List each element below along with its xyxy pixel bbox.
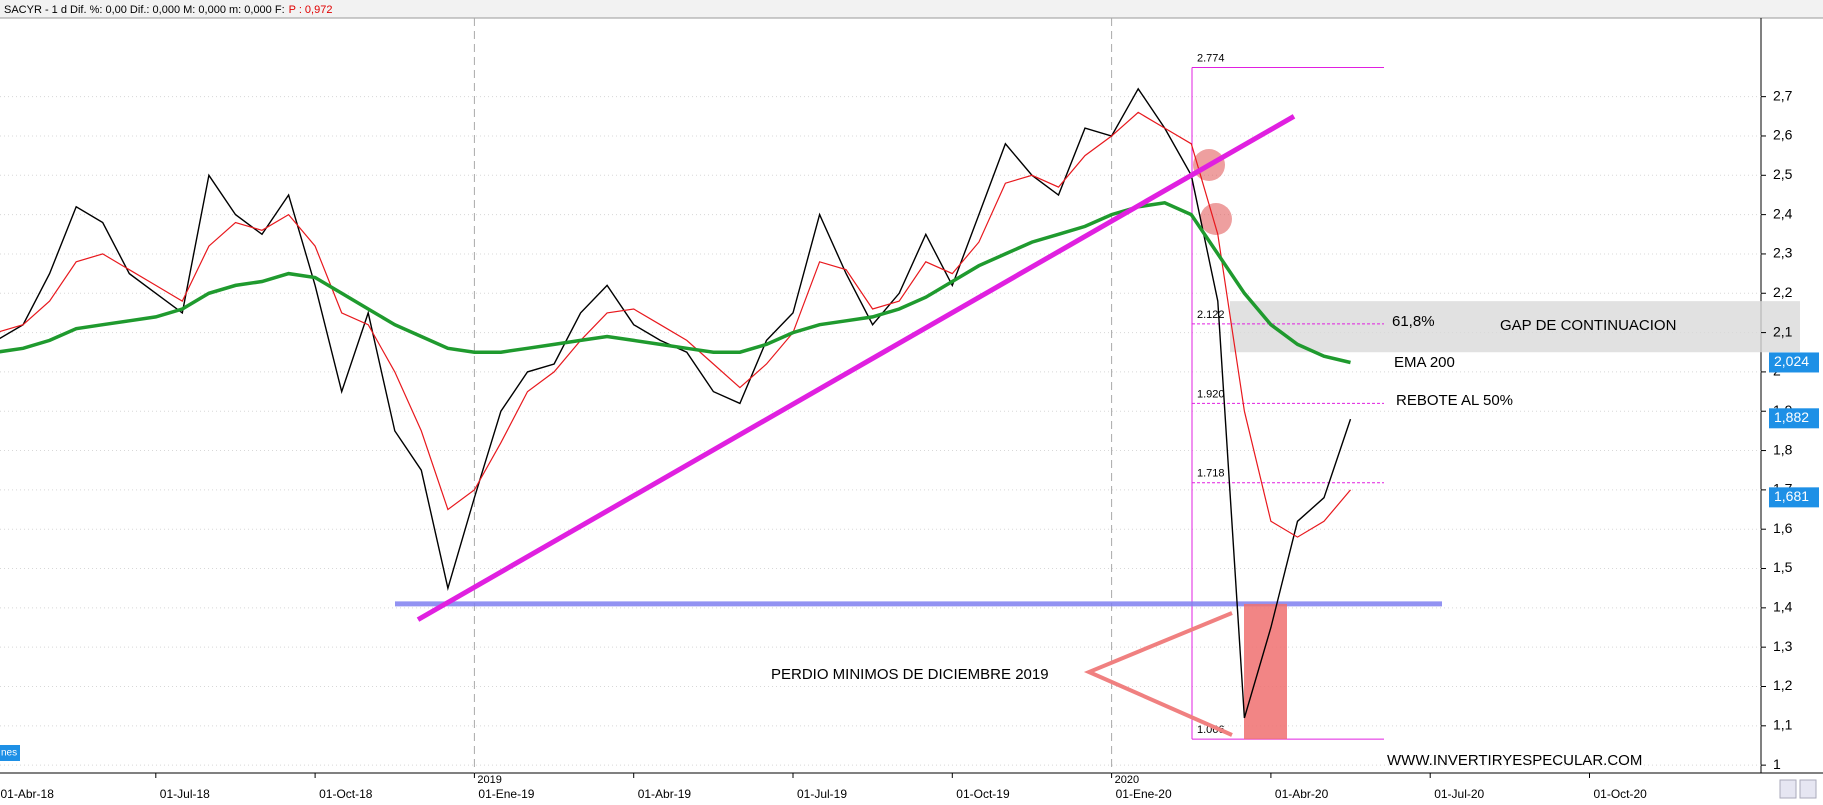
year-label: 2019: [477, 774, 501, 786]
y-tick-label: 2,6: [1773, 127, 1793, 143]
annotation: REBOTE AL 50%: [1396, 392, 1513, 409]
crash-zone: [1244, 603, 1287, 740]
price-badge-label: 1,681: [1774, 488, 1809, 504]
y-tick-label: 1,6: [1773, 520, 1793, 536]
header-text: SACYR - 1 d Dif. %: 0,00 Dif.: 0,000 M: …: [4, 4, 285, 16]
y-tick-label: 2,3: [1773, 245, 1793, 261]
y-tick-label: 2,7: [1773, 87, 1793, 103]
x-tick-label: 01-Abr-20: [1275, 787, 1329, 801]
y-tick-label: 1,5: [1773, 559, 1793, 575]
highlight: [1200, 203, 1232, 235]
y-tick-label: 1: [1773, 756, 1781, 772]
y-tick-label: 1,2: [1773, 677, 1793, 693]
y-tick-label: 2,1: [1773, 323, 1793, 339]
y-tick-label: 2,4: [1773, 205, 1793, 221]
annotation: EMA 200: [1394, 354, 1455, 371]
x-tick-label: 01-Abr-18: [1, 787, 55, 801]
price-line: [0, 111, 1351, 538]
header-price: P : 0,972: [289, 4, 333, 16]
year-label: 2020: [1115, 774, 1139, 786]
y-tick-label: 2,2: [1773, 284, 1793, 300]
x-tick-label: 01-Jul-19: [797, 787, 847, 801]
corner-badge-text: nes: [1, 748, 17, 759]
header-bar: [0, 0, 1823, 18]
scroll-button[interactable]: [1799, 779, 1817, 799]
annotation: WWW.INVERTIRYESPECULAR.COM: [1387, 752, 1642, 769]
fib-label: 1.718: [1197, 468, 1225, 480]
y-tick-label: 1,1: [1773, 717, 1793, 733]
y-tick-label: 1,3: [1773, 638, 1793, 654]
y-tick-label: 2,5: [1773, 166, 1793, 182]
x-tick-label: 01-Ene-20: [1116, 787, 1172, 801]
gap-zone: [1230, 301, 1800, 353]
annotation: PERDIO MINIMOS DE DICIEMBRE 2019: [771, 666, 1049, 683]
y-tick-label: 1,4: [1773, 599, 1793, 615]
arrow: [1083, 611, 1233, 737]
x-tick-label: 01-Oct-20: [1594, 787, 1648, 801]
fib-label: 1.920: [1197, 388, 1225, 400]
y-tick-label: 1,8: [1773, 441, 1793, 457]
annotation: 61,8%: [1392, 313, 1435, 330]
fib-label: 2.774: [1197, 52, 1225, 64]
corner-badge: [0, 745, 20, 761]
price-badge-label: 2,024: [1774, 353, 1809, 369]
annotation: GAP DE CONTINUACION: [1500, 317, 1676, 334]
x-tick-label: 01-Ene-19: [478, 787, 534, 801]
x-tick-label: 01-Jul-18: [160, 787, 210, 801]
price-badge: [1769, 352, 1819, 373]
fib-label: 2.122: [1197, 309, 1225, 321]
x-tick-label: 01-Oct-18: [319, 787, 373, 801]
price-badge: [1769, 487, 1819, 508]
price-badge-label: 1,882: [1774, 409, 1809, 425]
x-tick-label: 01-Jul-20: [1434, 787, 1484, 801]
x-tick-label: 01-Abr-19: [638, 787, 692, 801]
x-tick-label: 01-Oct-19: [956, 787, 1010, 801]
scroll-button[interactable]: [1779, 779, 1797, 799]
price-badge: [1769, 408, 1819, 429]
trendline: [416, 114, 1296, 622]
